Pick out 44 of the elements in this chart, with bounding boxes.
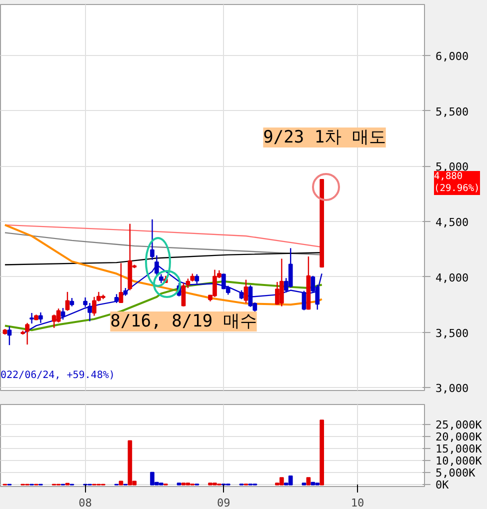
candlestick [288, 248, 293, 288]
y-tick-label: 4,000 [436, 271, 469, 284]
candlestick [186, 278, 190, 289]
candlestick [194, 274, 200, 284]
bar [118, 480, 124, 486]
y-tick-label: 3,500 [436, 326, 469, 340]
candlestick [56, 308, 61, 323]
candlestick [30, 312, 34, 324]
bar [288, 475, 293, 486]
x-tick-label: 09 [217, 496, 230, 509]
candlestick [52, 314, 56, 329]
line-series [4, 224, 322, 248]
bar [320, 420, 324, 486]
y-tick-label: 6,000 [436, 50, 469, 63]
bar [310, 482, 316, 486]
y-tick-label: 10,000K [436, 454, 482, 468]
y-tick-label: 5,000K [436, 466, 476, 480]
line-series [4, 232, 322, 256]
candlestick [118, 262, 124, 304]
annotation: 9/23 1차 매도 [263, 128, 386, 148]
line-series [4, 252, 322, 266]
y-tick-label: 4,500 [436, 216, 469, 230]
bar [306, 477, 311, 486]
candlestick [65, 291, 70, 312]
x-tick-label: 08 [78, 496, 92, 509]
y-tick-label: 0K [436, 478, 450, 492]
y-tick-label: 3,000 [436, 382, 469, 396]
y-tick-label: 5,500 [436, 105, 469, 118]
text: 4,880 (29.96%) [434, 171, 480, 195]
y-tick-label: 25,000K [436, 418, 482, 432]
x-tick-label: 10 [350, 496, 364, 509]
candlestick [38, 312, 43, 324]
y-tick-label: 15,000K [436, 442, 482, 456]
bar [128, 440, 132, 486]
line-series [4, 224, 323, 306]
y-tick-label: 20,000K [436, 430, 482, 444]
candlestick [244, 279, 248, 304]
candlestick [60, 307, 66, 320]
annotation: 022/06/24, +59.48%) [0, 370, 115, 381]
candlestick [7, 326, 12, 346]
candlestick [248, 284, 253, 308]
candlestick [302, 290, 306, 311]
candlestick [181, 282, 186, 307]
annotation: 8/16, 8/19 매수 [110, 312, 257, 332]
